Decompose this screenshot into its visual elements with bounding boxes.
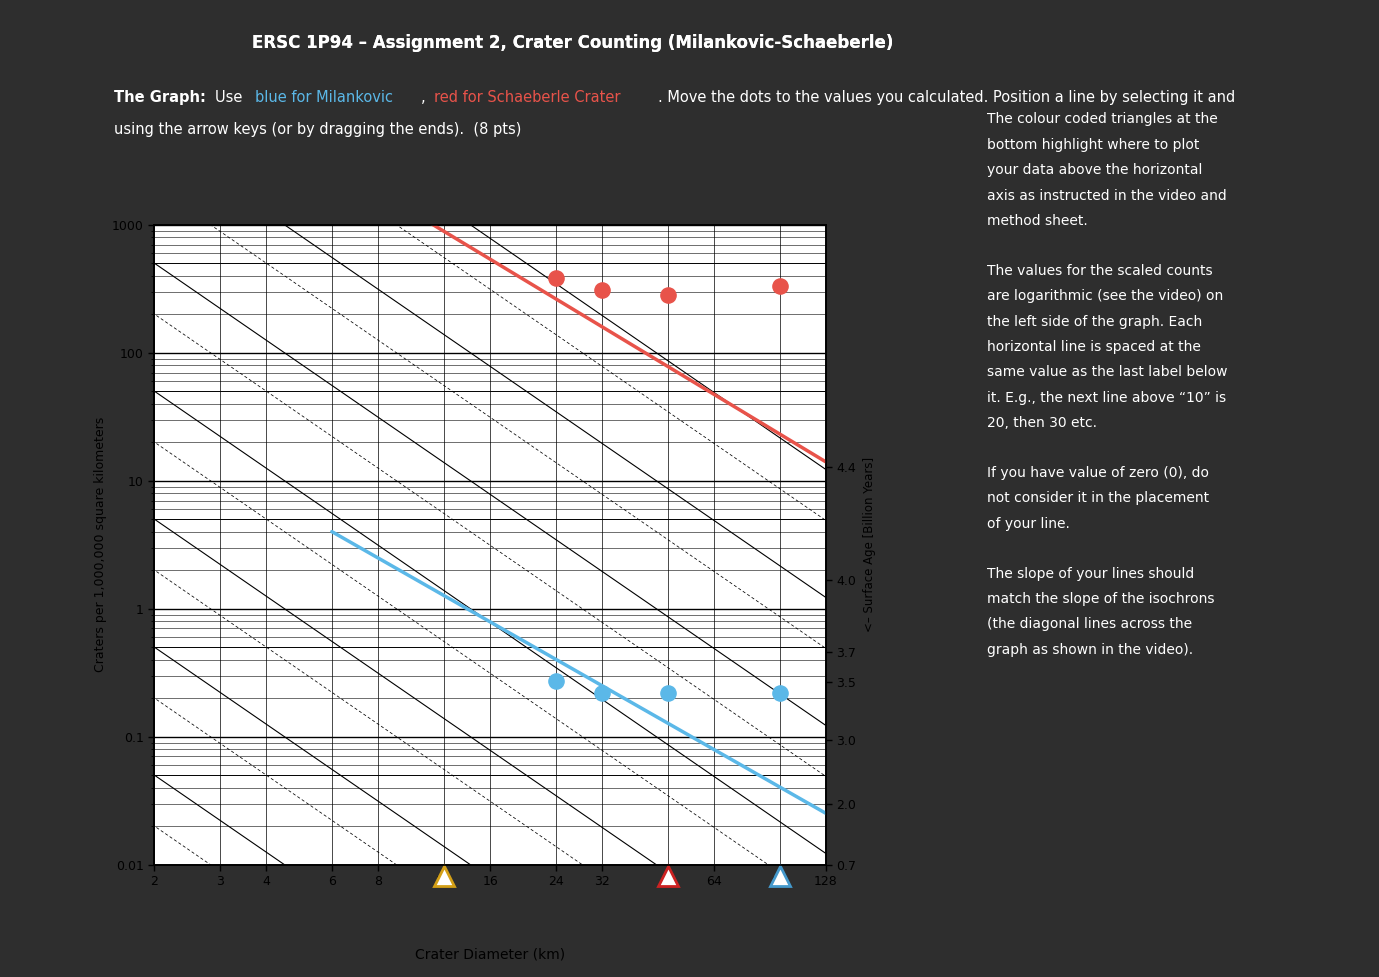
Text: not consider it in the placement: not consider it in the placement	[987, 491, 1209, 505]
Text: match the slope of the isochrons: match the slope of the isochrons	[987, 592, 1215, 606]
Point	[656, 685, 678, 701]
Text: Use: Use	[215, 90, 247, 105]
Text: red for Schaeberle Crater: red for Schaeberle Crater	[434, 90, 621, 105]
Text: axis as instructed in the video and: axis as instructed in the video and	[987, 189, 1227, 202]
Text: If you have value of zero (0), do: If you have value of zero (0), do	[987, 466, 1209, 480]
Text: The slope of your lines should: The slope of your lines should	[987, 567, 1194, 580]
Point	[545, 673, 567, 689]
Text: The Graph:: The Graph:	[114, 90, 207, 105]
Point	[592, 282, 614, 298]
Point	[768, 278, 790, 294]
Text: The colour coded triangles at the: The colour coded triangles at the	[987, 112, 1218, 126]
Text: it. E.g., the next line above “10” is: it. E.g., the next line above “10” is	[987, 391, 1226, 404]
Text: bottom highlight where to plot: bottom highlight where to plot	[987, 138, 1200, 151]
Text: of your line.: of your line.	[987, 517, 1070, 531]
Text: blue for Milankovic: blue for Milankovic	[255, 90, 393, 105]
Text: same value as the last label below: same value as the last label below	[987, 365, 1227, 379]
Text: using the arrow keys (or by dragging the ends).  (8 pts): using the arrow keys (or by dragging the…	[114, 122, 521, 137]
Text: are logarithmic (see the video) on: are logarithmic (see the video) on	[987, 289, 1223, 303]
Text: Crater Diameter (km): Crater Diameter (km)	[415, 948, 565, 961]
Text: method sheet.: method sheet.	[987, 214, 1088, 228]
Text: graph as shown in the video).: graph as shown in the video).	[987, 643, 1193, 657]
Text: . Move the dots to the values you calculated. Position a line by selecting it an: . Move the dots to the values you calcul…	[658, 90, 1236, 105]
Text: the left side of the graph. Each: the left side of the graph. Each	[987, 315, 1202, 328]
Text: 20, then 30 etc.: 20, then 30 etc.	[987, 416, 1098, 430]
Point	[768, 685, 790, 701]
Point	[592, 685, 614, 701]
Point	[656, 287, 678, 303]
Y-axis label: <– Surface Age [Billion Years]: <– Surface Age [Billion Years]	[863, 457, 877, 632]
Y-axis label: Craters per 1,000,000 square kilometers: Craters per 1,000,000 square kilometers	[94, 417, 106, 672]
Text: ERSC 1P94 – Assignment 2, Crater Counting (Milankovic-Schaeberle): ERSC 1P94 – Assignment 2, Crater Countin…	[251, 34, 894, 52]
Point	[545, 271, 567, 286]
Text: (the diagonal lines across the: (the diagonal lines across the	[987, 617, 1193, 631]
Text: horizontal line is spaced at the: horizontal line is spaced at the	[987, 340, 1201, 354]
Text: ,: ,	[421, 90, 425, 105]
Text: The values for the scaled counts: The values for the scaled counts	[987, 264, 1214, 277]
Text: ERSC 1P94 – Assignment 2, Crater Counting (Milankovic-Schaeberle): ERSC 1P94 – Assignment 2, Crater Countin…	[251, 34, 894, 52]
Text: your data above the horizontal: your data above the horizontal	[987, 163, 1202, 177]
